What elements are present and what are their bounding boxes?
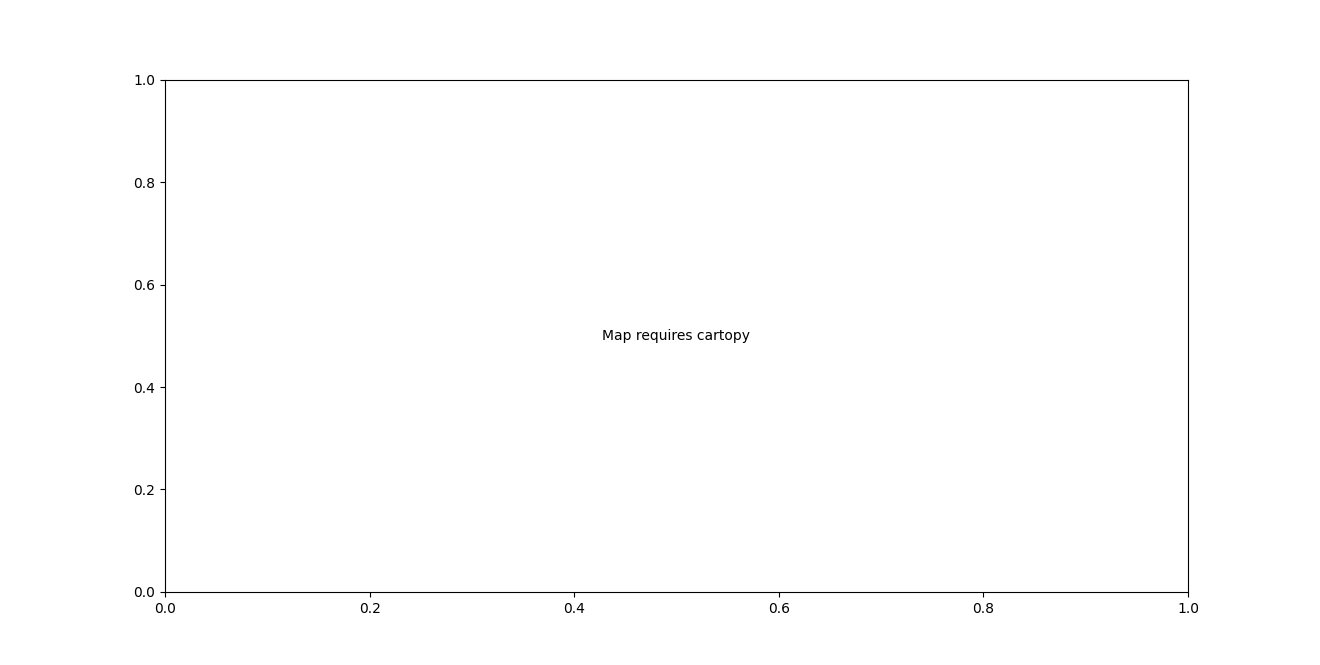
Text: Map requires cartopy: Map requires cartopy <box>602 329 751 343</box>
